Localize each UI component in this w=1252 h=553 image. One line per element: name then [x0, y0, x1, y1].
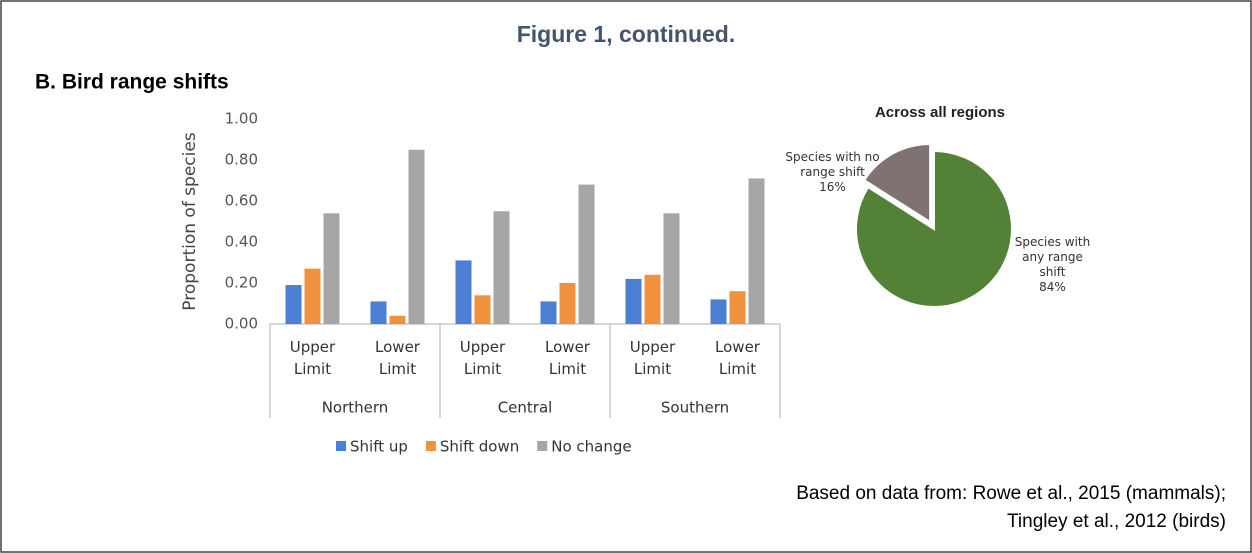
legend-label: Shift up — [350, 438, 408, 456]
pie-label-name: Species with no range shift — [785, 150, 880, 179]
legend-swatch — [537, 441, 548, 451]
bar — [389, 315, 406, 324]
group-label: Northern — [322, 399, 389, 417]
source-line: Based on data from: Rowe et al., 2015 (m… — [796, 483, 1226, 504]
bar — [625, 278, 642, 324]
x-tick-label-text: Lower Limit — [375, 338, 420, 378]
x-tick-label: Lower Limit — [375, 338, 420, 378]
y-tick-label: 1.00 — [225, 110, 258, 128]
x-tick-label-text: Lower Limit — [715, 338, 760, 378]
x-tick-label: Lower Limit — [715, 338, 760, 378]
legend-swatch — [425, 441, 436, 451]
bar — [644, 274, 661, 324]
panel-label: B. Bird range shifts — [35, 71, 229, 94]
x-tick-label-text: Upper Limit — [629, 338, 676, 378]
x-tick-label: Upper Limit — [289, 338, 336, 378]
legend-label: No change — [551, 438, 631, 456]
pie-slice — [855, 149, 1013, 308]
bar — [370, 301, 387, 324]
source-line: Tingley et al., 2012 (birds) — [1007, 511, 1226, 532]
pie-label-name: Species with any range shift — [1014, 235, 1091, 279]
pie-slice — [862, 142, 932, 224]
pie-title: Across all regions — [875, 104, 1005, 121]
bar — [455, 260, 472, 324]
x-tick-label: Lower Limit — [545, 338, 590, 378]
pie-label-box: Species with no range shift 16% — [770, 150, 895, 195]
legend-swatch — [336, 441, 346, 451]
bar — [474, 295, 491, 324]
figure-title: Figure 1, continued. — [517, 21, 736, 47]
bar — [408, 149, 425, 324]
pie-label-value: 16% — [819, 180, 846, 194]
pie-label-value: 84% — [1039, 280, 1066, 294]
pie-label-box: Species with any range shift 84% — [1000, 235, 1105, 295]
bar — [559, 283, 576, 324]
x-tick-label: Upper Limit — [629, 338, 676, 378]
y-tick-label: 0.60 — [225, 192, 258, 210]
bar — [663, 213, 680, 324]
bar — [540, 301, 557, 324]
bar — [578, 184, 595, 324]
x-tick-label-text: Lower Limit — [545, 338, 590, 378]
y-axis-label: Proportion of species — [180, 132, 200, 311]
x-tick-label-text: Upper Limit — [289, 338, 336, 378]
bar — [493, 211, 510, 324]
y-tick-label: 0.20 — [225, 274, 258, 292]
y-tick-label: 0.40 — [225, 233, 258, 251]
bar — [729, 291, 746, 324]
bar — [285, 285, 302, 324]
bar — [710, 299, 727, 324]
bar — [748, 178, 765, 324]
y-tick-label: 0.80 — [225, 151, 258, 169]
group-label: Southern — [661, 399, 729, 417]
group-label: Central — [498, 399, 553, 417]
x-tick-label: Upper Limit — [459, 338, 506, 378]
bar — [323, 213, 340, 324]
y-tick-label: 0.00 — [225, 315, 258, 333]
x-tick-label-text: Upper Limit — [459, 338, 506, 378]
legend-label: Shift down — [440, 438, 519, 456]
bar — [304, 268, 321, 324]
